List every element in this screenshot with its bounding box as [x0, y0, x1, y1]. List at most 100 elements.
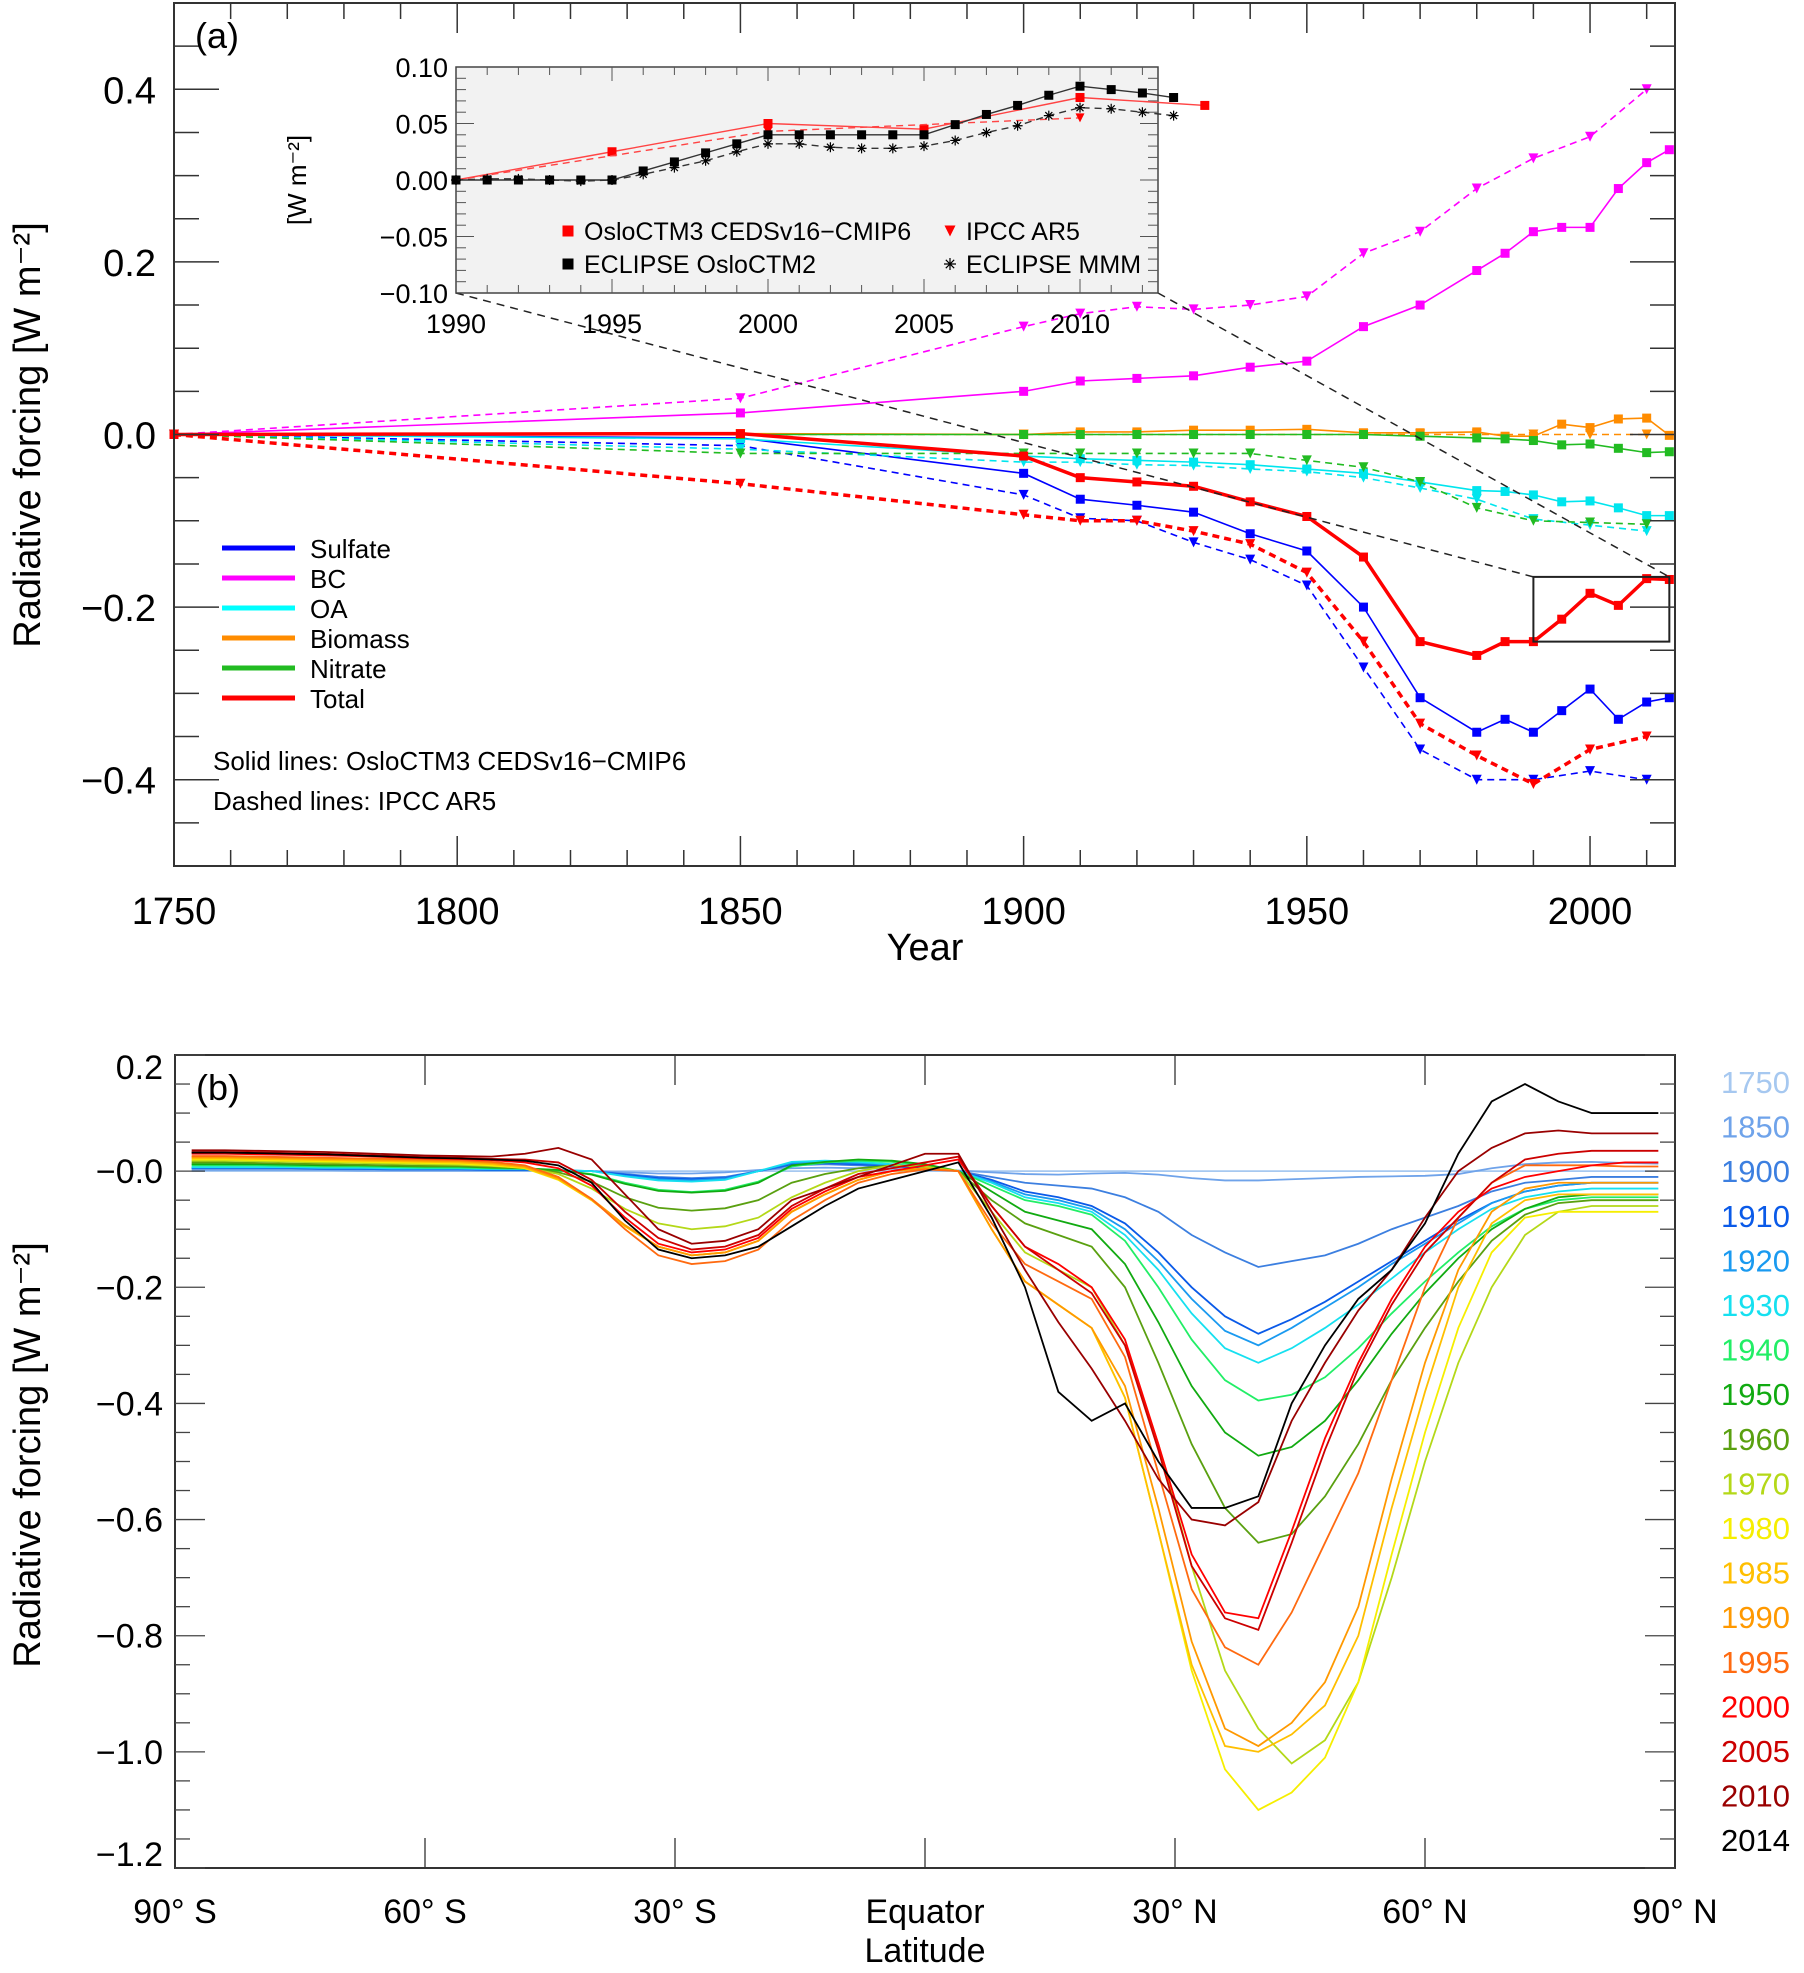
- inset-legend-label: ECLIPSE MMM: [966, 251, 1141, 279]
- triangle-marker: [1131, 459, 1142, 470]
- square-marker: [1019, 468, 1029, 478]
- series-line-1920: [191, 1160, 1659, 1347]
- series-line-2014: [191, 1083, 1659, 1509]
- x-tick-label: 90° S: [133, 1893, 217, 1931]
- triangle-marker: [1528, 429, 1539, 440]
- inset-y-axis-title: [W m⁻²]: [282, 135, 312, 225]
- square-marker: [1664, 447, 1674, 457]
- asterisk-marker: [575, 176, 586, 187]
- inset-y-tick-label: −0.10: [380, 279, 448, 309]
- square-marker: [1019, 451, 1029, 461]
- inset-legend-item: OsloCTM3 CEDSv16−CMIP6: [562, 218, 911, 246]
- asterisk-marker: [700, 155, 711, 166]
- asterisk-marker: [607, 175, 617, 185]
- square-marker: [1358, 430, 1368, 439]
- square-marker: [1132, 500, 1142, 510]
- triangle-marker: [1528, 779, 1539, 790]
- triangle-marker: [1188, 526, 1199, 537]
- triangle-marker: [1131, 448, 1142, 459]
- triangle-marker: [1301, 466, 1312, 477]
- square-marker: [1642, 697, 1652, 707]
- square-marker: [1013, 100, 1023, 110]
- square-marker: [1557, 222, 1567, 232]
- triangle-marker: [735, 448, 746, 459]
- square-marker: [1642, 511, 1652, 521]
- square-marker: [1585, 222, 1595, 232]
- panel-b-axes: 90° S 60° S 30° S Equator 30° N 60° N 90° N 0.2…: [96, 1049, 1718, 1931]
- inset-zoom-connectors: [455, 292, 1670, 578]
- series-line: [173, 433, 1670, 734]
- square-marker: [1044, 90, 1054, 100]
- asterisk-marker: [919, 141, 929, 152]
- triangle-marker: [1301, 567, 1312, 578]
- legend-year-2005: 2005: [1721, 1734, 1790, 1769]
- series-line: [174, 433, 1670, 454]
- square-marker: [888, 130, 898, 140]
- asterisk-marker: [1012, 120, 1023, 131]
- triangle-marker: [1471, 494, 1482, 505]
- series-line-1995: [191, 1155, 1659, 1666]
- square-marker: [669, 157, 679, 167]
- y-tick-label: −0.4: [96, 1385, 163, 1423]
- series-line-1985: [191, 1157, 1659, 1753]
- legend-year-1970: 1970: [1721, 1466, 1790, 1501]
- legend-year-1990: 1990: [1721, 1600, 1790, 1635]
- square-marker: [1189, 430, 1199, 439]
- square-marker: [950, 120, 960, 130]
- triangle-marker: [1301, 455, 1312, 466]
- panel-b-x-axis-title: Latitude: [865, 1932, 986, 1970]
- asterisk-marker: [482, 173, 493, 184]
- panel-b-plot-frame: [174, 1054, 1676, 1869]
- x-tick-label: 1950: [1265, 891, 1350, 933]
- square-marker: [1528, 436, 1538, 446]
- series-line: [173, 149, 1670, 436]
- asterisk-marker: [1043, 110, 1054, 121]
- inset-legend-item: ECLIPSE MMM: [944, 251, 1141, 279]
- square-marker: [1245, 362, 1255, 372]
- triangle-marker: [1245, 554, 1256, 565]
- legend-label: BC: [310, 564, 346, 594]
- triangle-marker: [1585, 131, 1596, 142]
- x-tick-label: 60° N: [1382, 1893, 1467, 1931]
- legend-year-1995: 1995: [1721, 1645, 1790, 1680]
- square-marker: [1472, 266, 1482, 276]
- inset-legend-label: ECLIPSE OsloCTM2: [584, 251, 816, 279]
- triangle-marker: [1075, 515, 1086, 526]
- square-marker: [1500, 434, 1510, 444]
- square-marker: [1557, 497, 1567, 507]
- y-tick-label: 0.0: [103, 416, 156, 458]
- square-marker: [1557, 706, 1567, 716]
- legend-year-1940: 1940: [1721, 1333, 1790, 1368]
- triangle-marker: [1471, 183, 1482, 194]
- inset-x-tick-label: 1995: [582, 309, 642, 339]
- square-marker: [919, 124, 929, 134]
- x-tick-label: 60° S: [383, 1893, 467, 1931]
- x-tick-label: 90° N: [1632, 1893, 1717, 1931]
- square-marker: [1613, 184, 1623, 194]
- triangle-marker: [1301, 580, 1312, 591]
- series-line: [173, 433, 1647, 781]
- square-marker: [1245, 497, 1255, 507]
- triangle-marker: [1245, 539, 1256, 550]
- inset-series-line: [455, 106, 1174, 182]
- y-tick-label: −1.2: [96, 1836, 163, 1874]
- legend-label: Total: [310, 684, 365, 714]
- triangle-marker: [1585, 744, 1596, 755]
- square-marker: [732, 139, 742, 149]
- triangle-marker: [1358, 248, 1369, 259]
- panel-a-x-axis-title: Year: [887, 927, 964, 969]
- square-marker: [1137, 88, 1147, 98]
- legend-item-nitrate: Nitrate: [222, 654, 387, 684]
- series-line-1970: [191, 1159, 1659, 1765]
- series-line: [173, 433, 1647, 532]
- square-marker: [1302, 546, 1312, 556]
- square-marker: [1528, 490, 1538, 500]
- y-tick-label: −1.0: [96, 1734, 163, 1772]
- square-marker: [1075, 473, 1085, 483]
- series-line: [173, 432, 1648, 787]
- asterisk-marker: [950, 135, 961, 146]
- square-marker: [1075, 376, 1085, 386]
- square-marker: [1664, 511, 1674, 521]
- square-marker: [1500, 637, 1510, 647]
